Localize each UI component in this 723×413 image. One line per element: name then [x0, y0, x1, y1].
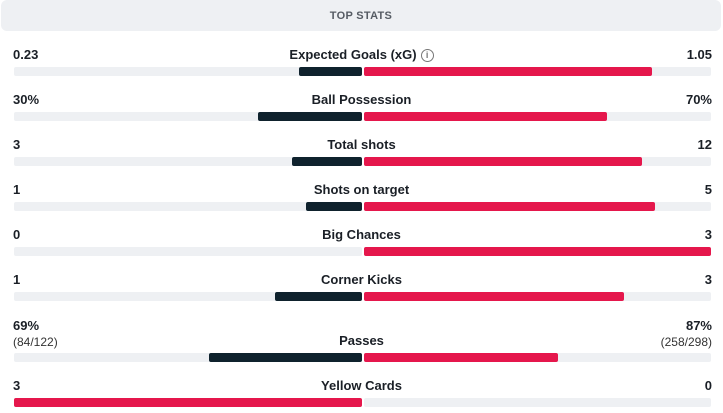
home-value: 69% (84/122) — [13, 318, 58, 349]
stat-bars — [14, 67, 711, 76]
away-track — [364, 67, 711, 76]
stat-bars — [14, 247, 711, 256]
away-value: 1.05 — [686, 47, 712, 62]
home-sub-value: (84/122) — [13, 335, 58, 349]
home-track — [14, 67, 362, 76]
stat-row-total-shots: 3 Total shots 12 — [0, 137, 723, 166]
home-track — [14, 247, 362, 256]
home-bar — [257, 112, 362, 121]
away-track — [364, 112, 711, 121]
away-value: 3 — [704, 272, 712, 287]
stat-row-ball-possession: 30% Ball Possession 70% — [0, 92, 723, 121]
away-value: 12 — [697, 137, 712, 152]
home-value: 3 — [13, 137, 21, 152]
home-bar — [306, 202, 362, 211]
stat-row-big-chances: 0 Big Chances 3 — [0, 227, 723, 256]
stat-name: Passes — [339, 333, 384, 348]
away-value: 3 — [704, 227, 712, 242]
stat-bars — [14, 202, 711, 211]
away-track — [364, 292, 711, 301]
home-track — [14, 292, 362, 301]
home-bar — [14, 398, 362, 407]
stat-name: Ball Possession — [311, 92, 412, 107]
home-value: 0 — [13, 227, 21, 242]
away-track — [364, 247, 711, 256]
stat-bars — [14, 157, 711, 166]
away-value: 5 — [704, 182, 712, 197]
home-bar — [292, 157, 362, 166]
stat-row-corner-kicks: 1 Corner Kicks 3 — [0, 272, 723, 301]
away-value: 87% (258/298) — [660, 318, 712, 349]
away-bar — [364, 67, 652, 76]
home-bar — [299, 67, 362, 76]
away-bar — [364, 247, 711, 256]
away-bar — [364, 292, 625, 301]
home-track — [14, 353, 362, 362]
section-title: TOP STATS — [329, 9, 393, 22]
home-value: 0.23 — [13, 47, 39, 62]
away-value: 0 — [704, 378, 712, 393]
stat-bars — [14, 112, 711, 121]
home-value: 3 — [13, 378, 21, 393]
away-track — [364, 398, 711, 407]
away-bar — [364, 202, 656, 211]
stat-row-expected-goals: 0.23 Expected Goals (xG) i 1.05 — [0, 47, 723, 76]
away-track — [364, 353, 711, 362]
away-bar — [364, 112, 607, 121]
away-value: 70% — [685, 92, 712, 107]
top-stats-header: TOP STATS — [1, 0, 721, 31]
stat-name: Corner Kicks — [321, 272, 402, 287]
home-value: 30% — [13, 92, 40, 107]
stat-bars — [14, 292, 711, 301]
home-value: 1 — [13, 272, 21, 287]
away-bar — [364, 157, 642, 166]
home-bar — [275, 292, 362, 301]
away-sub-value: (258/298) — [660, 335, 712, 349]
stat-name: Total shots — [327, 137, 396, 152]
stat-bars — [14, 353, 711, 362]
stat-bars — [14, 398, 711, 407]
stat-name: Expected Goals (xG) i — [0, 47, 723, 62]
stat-row-yellow-cards: 3 Yellow Cards 0 — [0, 378, 723, 407]
home-value: 1 — [13, 182, 21, 197]
stat-name: Yellow Cards — [321, 378, 402, 393]
away-bar — [364, 353, 559, 362]
away-track — [364, 157, 711, 166]
home-track — [14, 112, 362, 121]
home-track — [14, 202, 362, 211]
away-track — [364, 202, 711, 211]
info-icon[interactable]: i — [420, 49, 434, 62]
stat-name: Big Chances — [322, 227, 401, 242]
home-bar — [208, 353, 362, 362]
stat-row-passes: 69% (84/122) Passes 87% (258/298) — [0, 318, 723, 362]
stat-row-shots-on-target: 1 Shots on target 5 — [0, 182, 723, 211]
home-track — [14, 157, 362, 166]
home-track — [14, 398, 362, 407]
stat-name: Shots on target — [313, 182, 410, 197]
